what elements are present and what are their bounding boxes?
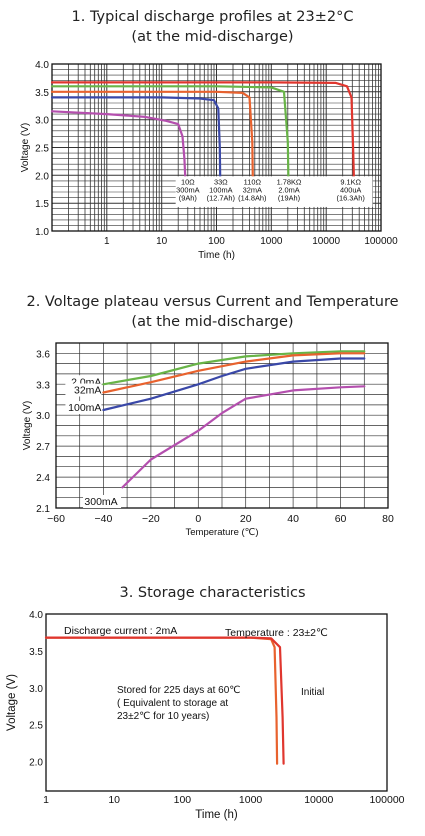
chart3-xtick-2: 100 (174, 794, 192, 806)
chart1-annotation-box (175, 176, 373, 207)
chart1-annotation-1-line-2: (12.7Ah) (207, 193, 235, 202)
chart2-series-1 (102, 352, 366, 394)
chart1-ytick-2: 2.0 (35, 171, 49, 182)
chart2-series-label-bg-2 (65, 401, 102, 415)
chart1-series-1 (50, 96, 222, 180)
chart3-xtick-1: 10 (108, 794, 120, 806)
chart1-series-0 (50, 110, 187, 180)
chart2-ytick-0: 2.1 (36, 504, 50, 515)
chart2-title: 2. Voltage plateau versus Current and Te… (26, 294, 399, 310)
chart2-xtick-3: 0 (195, 513, 201, 525)
chart1-title: 1. Typical discharge profiles at 23±2°C (71, 9, 354, 25)
chart1-annotation-2-line-1: 32mA (243, 185, 262, 194)
chart3-ytick-4: 4.0 (29, 610, 43, 621)
chart2-ytick-2: 2.7 (36, 442, 50, 453)
chart1-annotation-3-line-2: (19Ah) (278, 193, 300, 202)
chart2-subtitle: (at the mid-discharge) (131, 314, 294, 330)
chart1-annotation-2-line-0: 110Ω (244, 177, 262, 186)
chart2-ylabel: Voltage (V) (22, 401, 33, 450)
chart2-xtick-7: 80 (382, 513, 394, 525)
chart1-xtick-1: 10 (156, 236, 168, 247)
chart2-xlabel: Temperature (℃) (186, 527, 259, 538)
chart1-xlabel: Time (h) (198, 250, 235, 261)
chart2-grid (55, 342, 389, 509)
chart3-stored-note-2: 23±2℃ for 10 years) (117, 711, 209, 722)
chart3-xlabel: Time (h) (195, 809, 238, 821)
chart2-ytick-4: 3.3 (36, 380, 50, 391)
chart1-xtick-3: 1000 (260, 236, 283, 247)
chart2-series-label-2: 100mA (68, 402, 101, 414)
chart2-ytick-5: 3.6 (36, 349, 50, 360)
chart1-annotation-0-line-2: (9Ah) (179, 193, 197, 202)
chart2-xtick-5: 40 (287, 513, 299, 525)
chart1-ytick-0: 1.0 (35, 227, 49, 238)
chart1-xtick-4: 10000 (312, 236, 340, 247)
chart1-series-3 (50, 85, 290, 180)
chart2-xtick-0: −60 (47, 513, 65, 525)
chart1-annotation-1-line-0: 33Ω (214, 177, 228, 186)
chart1-annotation-3-line-1: 2.0mA (278, 185, 299, 194)
chart1-xtick-5: 100000 (364, 236, 398, 247)
chart2-series-label-3: 300mA (84, 496, 117, 508)
chart2-series-2 (102, 357, 366, 412)
chart2-ytick-1: 2.4 (36, 473, 50, 484)
chart2-frame (55, 342, 389, 509)
chart1-frame (51, 63, 382, 232)
chart1-series-2 (50, 90, 254, 180)
chart1-ytick-4: 3.0 (35, 116, 49, 127)
chart1-annotation-0-line-1: 300mA (176, 185, 199, 194)
chart1-xtick-2: 100 (208, 236, 225, 247)
chart3-ytick-2: 3.0 (29, 684, 43, 695)
chart3-title: 3. Storage characteristics (119, 585, 306, 601)
chart1-annotation-1-line-1: 100mA (209, 185, 232, 194)
chart3-xtick-3: 1000 (239, 794, 263, 806)
chart1-annotation-4-line-0: 9.1KΩ (340, 177, 361, 186)
chart3-stored-note-0: Stored for 225 days at 60℃ (117, 685, 241, 696)
chart3-ytick-3: 3.5 (29, 647, 43, 658)
chart2-series-3 (121, 385, 366, 489)
chart3-ytick-1: 2.5 (29, 721, 43, 732)
chart3-ylabel: Voltage (V) (6, 674, 18, 731)
chart3-xtick-4: 10000 (304, 794, 333, 806)
chart2-series-label-bg-3 (83, 495, 122, 508)
chart1-annotation-4-line-2: (16.3Ah) (337, 193, 365, 202)
chart3-series-1 (44, 636, 285, 765)
chart1-annotation-2-line-2: (14.8Ah) (238, 193, 266, 202)
chart1-ytick-6: 4.0 (35, 60, 49, 71)
chart1-annotation-4-line-1: 400uA (340, 185, 361, 194)
chart1-ytick-5: 3.5 (35, 88, 49, 99)
chart2-series-0 (102, 350, 366, 386)
chart1-ytick-3: 2.5 (35, 144, 49, 155)
chart3-discharge-current: Discharge current : 2mA (64, 625, 177, 637)
chart1-ylabel: Voltage (V) (20, 123, 31, 172)
chart1-ytick-1: 1.5 (35, 199, 49, 210)
chart2-series-label-1: 32mA (74, 385, 101, 397)
chart2-xtick-1: −40 (95, 513, 113, 525)
chart3-initial-label: Initial (301, 687, 324, 698)
chart2-ytick-3: 3.0 (36, 411, 50, 422)
chart3-temperature: Temperature : 23±2℃ (225, 627, 328, 639)
chart1-annotation-3-line-0: 1.78KΩ (277, 177, 302, 186)
chart3-frame (45, 613, 388, 792)
chart1-series-4 (50, 81, 355, 180)
chart1-annotation-0-line-0: 10Ω (181, 177, 195, 186)
chart3-xtick-5: 100000 (369, 794, 404, 806)
chart1-subtitle: (at the mid-discharge) (131, 29, 294, 45)
chart3-stored-note-1: ( Equivalent to storage at (117, 698, 228, 709)
chart3-xtick-0: 1 (43, 794, 49, 806)
chart2-xtick-2: −20 (142, 513, 160, 525)
chart1-xtick-0: 1 (104, 236, 110, 247)
chart3-ytick-0: 2.0 (29, 758, 43, 769)
chart2-xtick-6: 60 (335, 513, 347, 525)
chart2-xtick-4: 20 (240, 513, 252, 525)
chart2-series-label-bg-1 (65, 383, 102, 397)
